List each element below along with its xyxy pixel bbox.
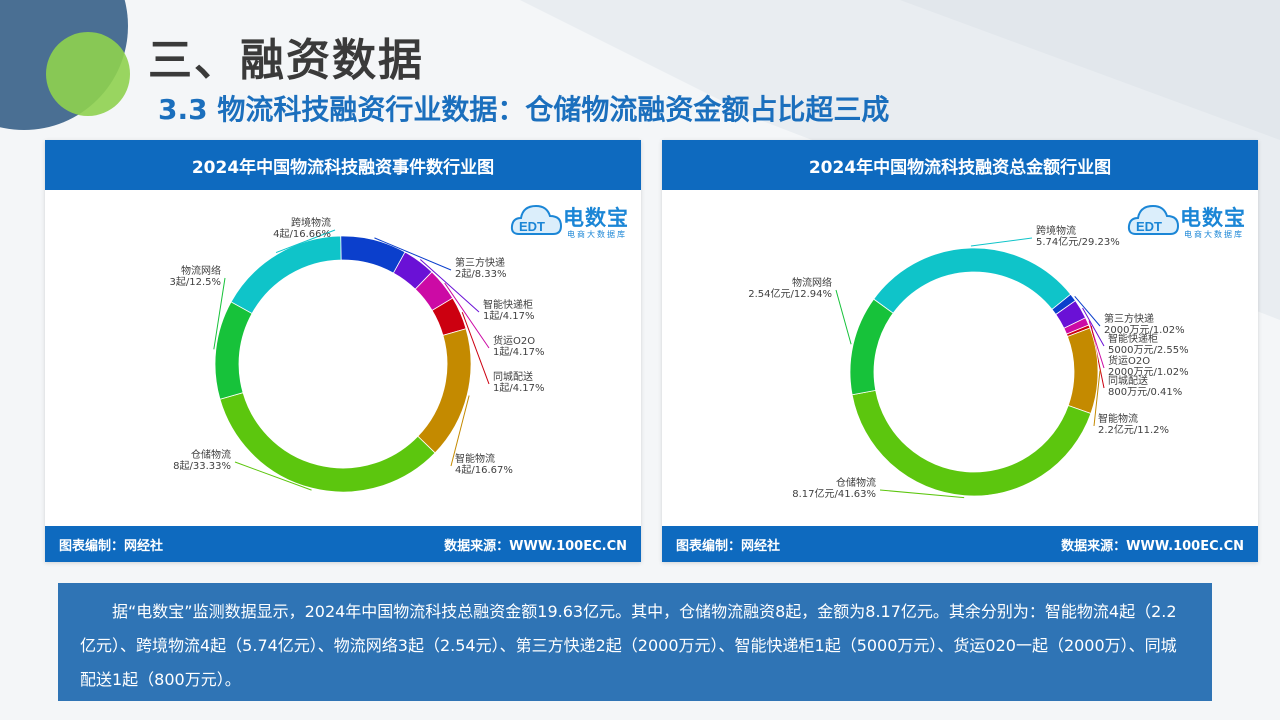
slice-value-label: 800万元/0.41% (1108, 387, 1182, 398)
cloud-logo-icon: EDT (1127, 204, 1180, 235)
slice-value-label: 2.54亿元/12.94% (748, 287, 832, 300)
donut-slice (851, 389, 1092, 497)
leader-line (213, 277, 226, 350)
slice-name-label: 同城配送 (1108, 374, 1148, 387)
slice-value-label: 1起/4.17% (493, 382, 545, 394)
slice-name-label: 智能快递柜 (1108, 332, 1158, 345)
leader-line (1074, 295, 1101, 327)
donut-slice (230, 235, 342, 315)
chart-author: 图表编制：网经社 (59, 538, 164, 554)
logo: EDT 电数宝 电商大数据库 (1126, 198, 1250, 244)
slice-name-label: 智能物流 (455, 452, 495, 465)
slice-value-label: 8.17亿元/41.63% (792, 487, 876, 500)
donut-slice (849, 298, 894, 396)
leader-line (879, 489, 965, 499)
slice-name-label: 同城配送 (493, 370, 533, 383)
slice-name-label: 仓储物流 (836, 476, 876, 489)
slice-value-label: 5000万元/2.55% (1108, 345, 1189, 356)
chart-footer: 图表编制：网经社 数据来源：WWW.100EC.CN (45, 526, 641, 562)
donut-slice (340, 235, 406, 274)
slice-value-label: 1起/4.17% (493, 346, 545, 358)
logo-badge: EDT (1136, 219, 1162, 234)
chart-panel-events: 2024年中国物流科技融资事件数行业图 EDT 电数宝 电商大数据库 跨境物流 4… (45, 140, 641, 562)
leader-line (374, 237, 452, 271)
donut-slice (214, 301, 253, 400)
slice-value-label: 1起/4.17% (483, 310, 535, 322)
logo-badge: EDT (519, 219, 545, 234)
chart-title: 2024年中国物流科技融资事件数行业图 (45, 140, 641, 190)
cloud-logo-icon: EDT (510, 204, 563, 235)
slice-value-label: 4起/16.66% (273, 228, 331, 240)
slice-value-label: 3起/12.5% (170, 276, 222, 288)
leader-line (234, 461, 312, 491)
slice-value-label: 4起/16.67% (455, 464, 513, 476)
slice-name-label: 货运O2O (493, 334, 535, 347)
page-subtitle: 3.3 物流科技融资行业数据：仓储物流融资金额占比超三成 (158, 93, 890, 126)
donut-slice (417, 328, 472, 454)
slice-value-label: 8起/33.33% (173, 460, 231, 472)
corner-circle-dark (0, 0, 128, 130)
slice-name-label: 第三方快递 (1104, 312, 1154, 325)
slice-value-label: 2000万元/1.02% (1108, 367, 1189, 378)
leader-line (275, 229, 336, 254)
leader-line (1093, 370, 1101, 427)
leader-line (970, 237, 1033, 247)
leader-line (1082, 307, 1105, 347)
slice-name-label: 智能物流 (1098, 412, 1138, 425)
slice-value-label: 2.2亿元/11.2% (1098, 423, 1169, 436)
slice-name-label: 货运O2O (1108, 354, 1150, 367)
donut-slice (219, 392, 436, 493)
slice-name-label: 第三方快递 (455, 256, 505, 269)
chart-footer: 图表编制：网经社 数据来源：WWW.100EC.CN (662, 526, 1258, 562)
leader-line (419, 259, 480, 313)
corner-circle-green (46, 32, 130, 116)
logo-text: 电数宝 (563, 206, 629, 230)
logo-text: 电数宝 (1180, 206, 1246, 230)
leader-line (444, 282, 490, 349)
slice-name-label: 仓储物流 (191, 448, 231, 461)
slice-name-label: 跨境物流 (1036, 224, 1076, 237)
chart-source: 数据来源：WWW.100EC.CN (1061, 538, 1244, 554)
logo-subtext: 电商大数据库 (1184, 230, 1244, 239)
slice-name-label: 物流网络 (181, 264, 221, 277)
logo-subtext: 电商大数据库 (567, 230, 627, 239)
leader-line (835, 289, 852, 345)
summary-text: 据“电数宝”监测数据显示，2024年中国物流科技总融资金额19.63亿元。其中，… (58, 583, 1212, 701)
donut-slice (873, 247, 1072, 314)
chart-author: 图表编制：网经社 (676, 538, 781, 554)
slice-value-label: 5.74亿元/29.23% (1036, 235, 1120, 248)
donut-chart-amount: 跨境物流5.74亿元/29.23%第三方快递2000万元/1.02%智能快递柜5… (748, 224, 1189, 500)
slice-name-label: 智能快递柜 (483, 298, 533, 311)
slice-value-label: 2000万元/1.02% (1104, 325, 1185, 336)
donut-slice (1066, 327, 1099, 415)
chart-title: 2024年中国物流科技融资总金额行业图 (662, 140, 1258, 190)
leader-line (461, 311, 490, 385)
leader-line (450, 395, 470, 467)
slice-name-label: 物流网络 (792, 276, 832, 289)
slice-value-label: 2起/8.33% (455, 268, 507, 280)
logo: EDT 电数宝 电商大数据库 (509, 198, 633, 244)
slice-name-label: 跨境物流 (291, 216, 331, 229)
page-title: 三、融资数据 (148, 35, 424, 86)
donut-chart-events: 跨境物流4起/16.66%第三方快递2起/8.33%智能快递柜1起/4.17%货… (170, 216, 545, 493)
chart-panel-amount: 2024年中国物流科技融资总金额行业图 EDT 电数宝 电商大数据库 跨境物流 5… (662, 140, 1258, 562)
chart-source: 数据来源：WWW.100EC.CN (444, 538, 627, 554)
